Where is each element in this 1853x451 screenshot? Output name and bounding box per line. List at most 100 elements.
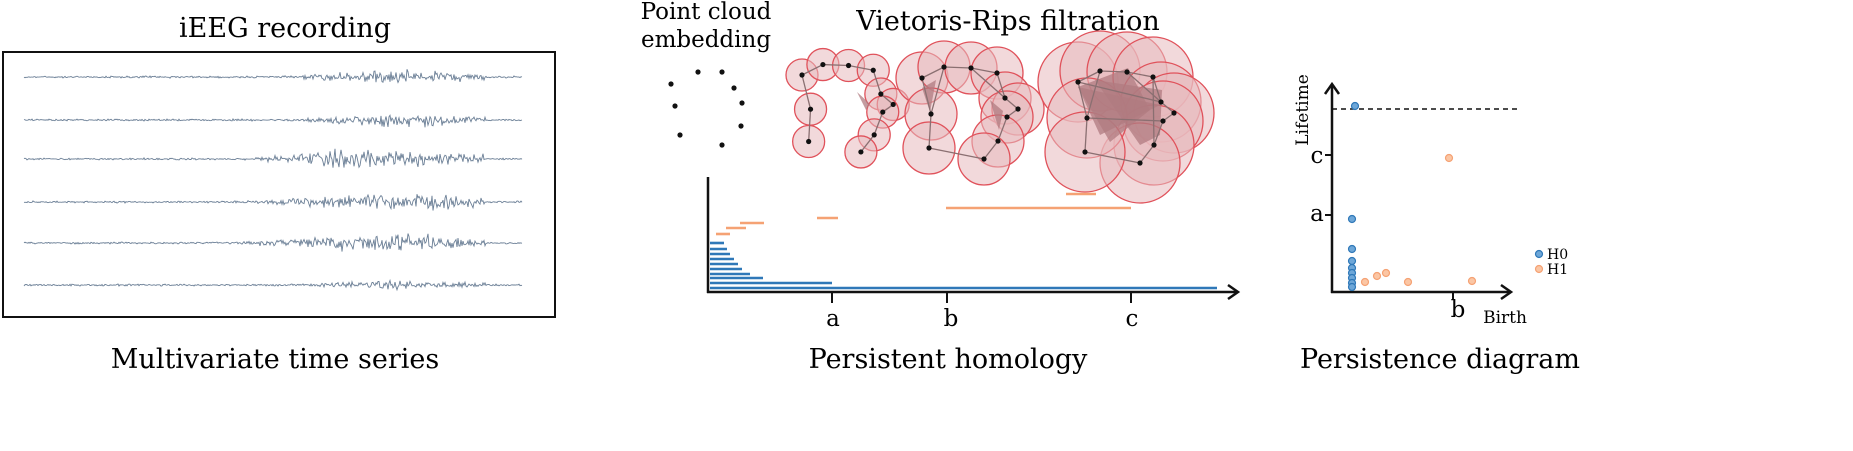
legend-h1-marker — [1534, 264, 1544, 274]
vr-vertex — [858, 149, 864, 155]
eeg-channel-trace — [23, 114, 523, 128]
vr-edge — [1084, 151, 1141, 164]
vr-edge — [1004, 97, 1019, 110]
vr-vertex — [1124, 69, 1130, 75]
point — [719, 142, 725, 148]
point-cloud-label-line1: Point cloud — [641, 0, 772, 25]
point-cloud-label-line2: embedding — [641, 27, 771, 53]
vr-edge — [921, 77, 932, 115]
barcode-bars — [710, 192, 1217, 290]
vr-edge — [1086, 117, 1164, 122]
vr-edge — [801, 63, 824, 76]
barcode-x-arrow — [1227, 283, 1241, 301]
vr-edge — [970, 67, 998, 74]
barcode-tick-label-c: c — [1126, 306, 1139, 332]
vr-edge — [822, 63, 849, 67]
eeg-traces — [23, 69, 523, 292]
diagram-h1-point — [1467, 276, 1477, 286]
vr-edge — [1084, 117, 1088, 153]
vr-vertex — [870, 67, 876, 73]
point — [677, 132, 683, 138]
vr-vertex — [1015, 106, 1021, 112]
diagram-h1-point — [1372, 271, 1382, 281]
diagram-x-arrow — [1500, 283, 1514, 301]
vr-vertex — [919, 75, 925, 81]
filtration-panel: Point cloud embedding Vietoris-Rips filt… — [641, 0, 1241, 375]
vr-vertex — [1084, 115, 1090, 121]
vr-vertex — [1002, 95, 1008, 101]
vr-edge — [1099, 70, 1128, 73]
vr-edge — [983, 140, 999, 160]
diagram-ytick-label-a: a — [1310, 201, 1324, 227]
diagram-caption: Persistence diagram — [1300, 344, 1580, 375]
vr-vertex — [994, 70, 1000, 76]
vr-edge — [930, 66, 945, 115]
point — [738, 123, 744, 129]
vr-vertex — [928, 111, 934, 117]
point-cloud-stage-0 — [668, 69, 745, 148]
diagram-h1-point — [1444, 153, 1454, 163]
vr-vertex — [799, 72, 805, 78]
vr-edge — [943, 66, 972, 69]
point — [731, 85, 737, 91]
vr-vertex — [820, 61, 826, 68]
vr-simplex — [857, 92, 870, 110]
diagram-h1-point — [1403, 277, 1413, 287]
vr-edge — [921, 66, 945, 79]
vr-vertex — [1082, 149, 1088, 155]
diagram-points — [1347, 101, 1477, 292]
vr-edge — [872, 70, 882, 95]
point-cloud-stage-2 — [895, 40, 1045, 186]
barcode-tick-label-b: b — [944, 306, 959, 332]
vr-simplex — [922, 80, 936, 112]
vr-vertex — [1004, 114, 1010, 120]
vr-vertex — [880, 109, 886, 115]
diagram-ylabel: Lifetime — [1293, 74, 1313, 146]
vr-vertex — [1150, 74, 1156, 80]
barcode-caption: Persistent homology — [809, 344, 1089, 375]
diagram-h0-point — [1347, 244, 1357, 254]
vr-vertex — [871, 132, 877, 138]
point — [695, 69, 701, 75]
vr-vertex — [845, 62, 852, 69]
vr-edge — [860, 134, 875, 153]
vr-vertex — [878, 91, 884, 97]
vr-edge — [1160, 101, 1175, 114]
diagram-h0-point — [1347, 256, 1357, 266]
legend-h0-marker — [1534, 249, 1544, 259]
point-cloud-stage-3 — [1037, 30, 1215, 204]
vr-edge — [1152, 76, 1162, 103]
diagram-h0-point — [1350, 101, 1360, 111]
diagram-y-arrow — [1323, 81, 1341, 95]
diagram-h1-point — [1381, 268, 1391, 278]
diagram-h0-point — [1347, 214, 1357, 224]
eeg-channel-trace — [23, 69, 523, 84]
vr-edge — [848, 64, 874, 71]
eeg-channel-trace — [23, 148, 523, 169]
vr-edge — [1126, 71, 1162, 103]
vr-edge — [1077, 70, 1101, 83]
eeg-panel: iEEG recording Multivariate time series — [2, 13, 556, 375]
vr-simplex — [1078, 87, 1160, 135]
vr-vertex — [1137, 160, 1143, 166]
vr-edge — [928, 147, 985, 160]
vr-edge — [1152, 76, 1155, 146]
point-cloud-stage-1 — [785, 47, 910, 169]
diagram-xlabel: Birth — [1483, 308, 1527, 328]
vr-edge — [873, 111, 884, 136]
persistence-diagram-panel: Lifetime c a b Birth H0 H1 Persistence d… — [1293, 74, 1580, 375]
vr-vertex — [968, 65, 974, 71]
vr-vertex — [926, 145, 932, 151]
filtration-title: Vietoris-Rips filtration — [855, 6, 1160, 37]
eeg-channel-trace — [23, 278, 523, 292]
vr-edge — [997, 116, 1008, 142]
point — [672, 103, 678, 109]
barcode-tick-label-a: a — [826, 306, 840, 332]
vr-edge — [928, 113, 932, 149]
vr-vertex — [981, 156, 987, 162]
legend-h0-label: H0 — [1547, 247, 1568, 263]
vr-simplex — [990, 100, 1003, 130]
vr-edge — [1153, 120, 1164, 146]
vr-vertex — [941, 64, 947, 70]
vr-edge — [1077, 81, 1088, 119]
